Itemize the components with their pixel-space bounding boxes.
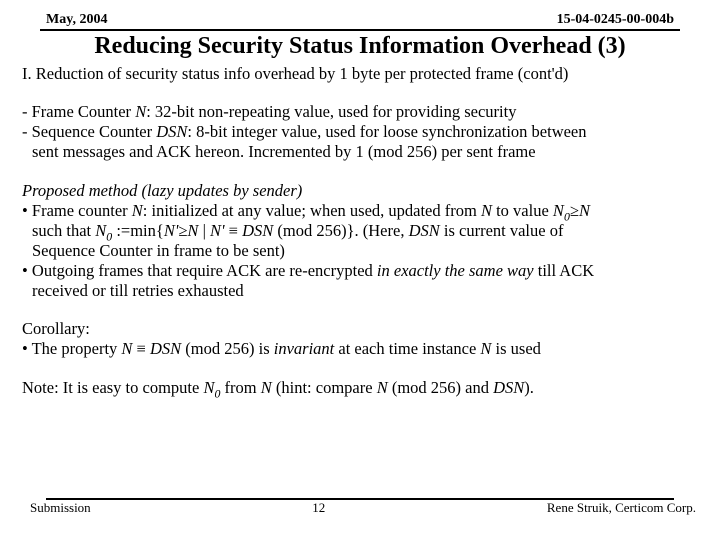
var-n: N [132, 201, 143, 220]
var-n: N [261, 378, 272, 397]
txt: : 8-bit integer value, used for loose sy… [187, 122, 586, 141]
header-docnum: 15-04-0245-00-004b [557, 12, 674, 28]
proposed-bullet2-line1: • Outgoing frames that require ACK are r… [22, 261, 698, 281]
corollary-heading: Corollary: [22, 319, 698, 339]
txt: | [198, 221, 210, 240]
proposed-block: Proposed method (lazy updates by sender)… [22, 181, 698, 302]
txt: is current value of [440, 221, 564, 240]
txt: ). [524, 378, 534, 397]
txt: till ACK [534, 261, 595, 280]
var-dsn: DSN [409, 221, 440, 240]
page-title: Reducing Security Status Information Ove… [22, 33, 698, 60]
txt: :=min{ [112, 221, 164, 240]
ge-symbol: ≥ [570, 201, 579, 220]
var-n: N [480, 339, 491, 358]
txt: - Sequence Counter [22, 122, 156, 141]
var-dsn: DSN [242, 221, 273, 240]
txt: is used [491, 339, 541, 358]
var-dsn: DSN [156, 122, 187, 141]
txt: : initialized at any value; when used, u… [143, 201, 481, 220]
var-dsn: DSN [493, 378, 524, 397]
equiv-symbol: ≡ [137, 339, 146, 358]
txt: : 32-bit non-repeating value, used for p… [146, 102, 516, 121]
txt: (mod 256) is [181, 339, 274, 358]
var-n: N [121, 339, 132, 358]
note-block: Note: It is easy to compute N0 from N (h… [22, 378, 698, 398]
proposed-heading: Proposed method (lazy updates by sender) [22, 181, 698, 201]
var-n: N [377, 378, 388, 397]
var-n: N [579, 201, 590, 220]
proposed-bullet1-line3: Sequence Counter in frame to be sent) [22, 241, 698, 261]
txt: Note: It is easy to compute [22, 378, 203, 397]
txt: • The property [22, 339, 121, 358]
txt: from [220, 378, 260, 397]
txt: - Frame Counter [22, 102, 135, 121]
proposed-bullet1-line2: such that N0 :=min{N'≥N | N' ≡ DSN (mod … [22, 221, 698, 241]
txt: N [203, 378, 214, 397]
txt: • Frame counter [22, 201, 132, 220]
txt: at each time instance [334, 339, 480, 358]
txt: such that [32, 221, 95, 240]
footer-page-number: 12 [312, 500, 325, 516]
section-heading: I. Reduction of security status info ove… [22, 64, 698, 84]
var-n: N [135, 102, 146, 121]
txt: • Outgoing frames that require ACK are r… [22, 261, 377, 280]
definition-block: - Frame Counter N: 32-bit non-repeating … [22, 102, 698, 162]
txt: invariant [274, 339, 335, 358]
var-n0: N0 [553, 201, 570, 220]
var-nprime: N' [210, 221, 225, 240]
corollary-block: Corollary: • The property N ≡ DSN (mod 2… [22, 319, 698, 359]
frame-counter-def: - Frame Counter N: 32-bit non-repeating … [22, 102, 698, 122]
var-n: N [187, 221, 198, 240]
footer-bar: Submission 12 Rene Struik, Certicom Corp… [0, 499, 720, 516]
seq-counter-def-line1: - Sequence Counter DSN: 8-bit integer va… [22, 122, 698, 142]
footer-right: Rene Struik, Certicom Corp. [547, 500, 696, 516]
equiv-symbol: ≡ [229, 221, 238, 240]
txt: (mod 256)}. (Here, [273, 221, 408, 240]
var-dsn: DSN [150, 339, 181, 358]
txt: (mod 256) and [388, 378, 493, 397]
header-date: May, 2004 [46, 12, 107, 28]
var-n0: N0 [95, 221, 112, 240]
var-n0: N0 [203, 378, 220, 397]
txt: to value [492, 201, 553, 220]
corollary-line: • The property N ≡ DSN (mod 256) is inva… [22, 339, 698, 359]
proposed-bullet2-line2: received or till retries exhausted [22, 281, 698, 301]
txt: (hint: compare [272, 378, 377, 397]
seq-counter-def-line2: sent messages and ACK hereon. Incremente… [22, 142, 698, 162]
var-n: N [481, 201, 492, 220]
header-bar: May, 2004 15-04-0245-00-004b [40, 12, 680, 31]
proposed-bullet1-line1: • Frame counter N: initialized at any va… [22, 201, 698, 221]
txt: in exactly the same way [377, 261, 534, 280]
footer-left: Submission [30, 500, 91, 516]
var-nprime: N' [164, 221, 179, 240]
txt: N [95, 221, 106, 240]
txt: N [553, 201, 564, 220]
